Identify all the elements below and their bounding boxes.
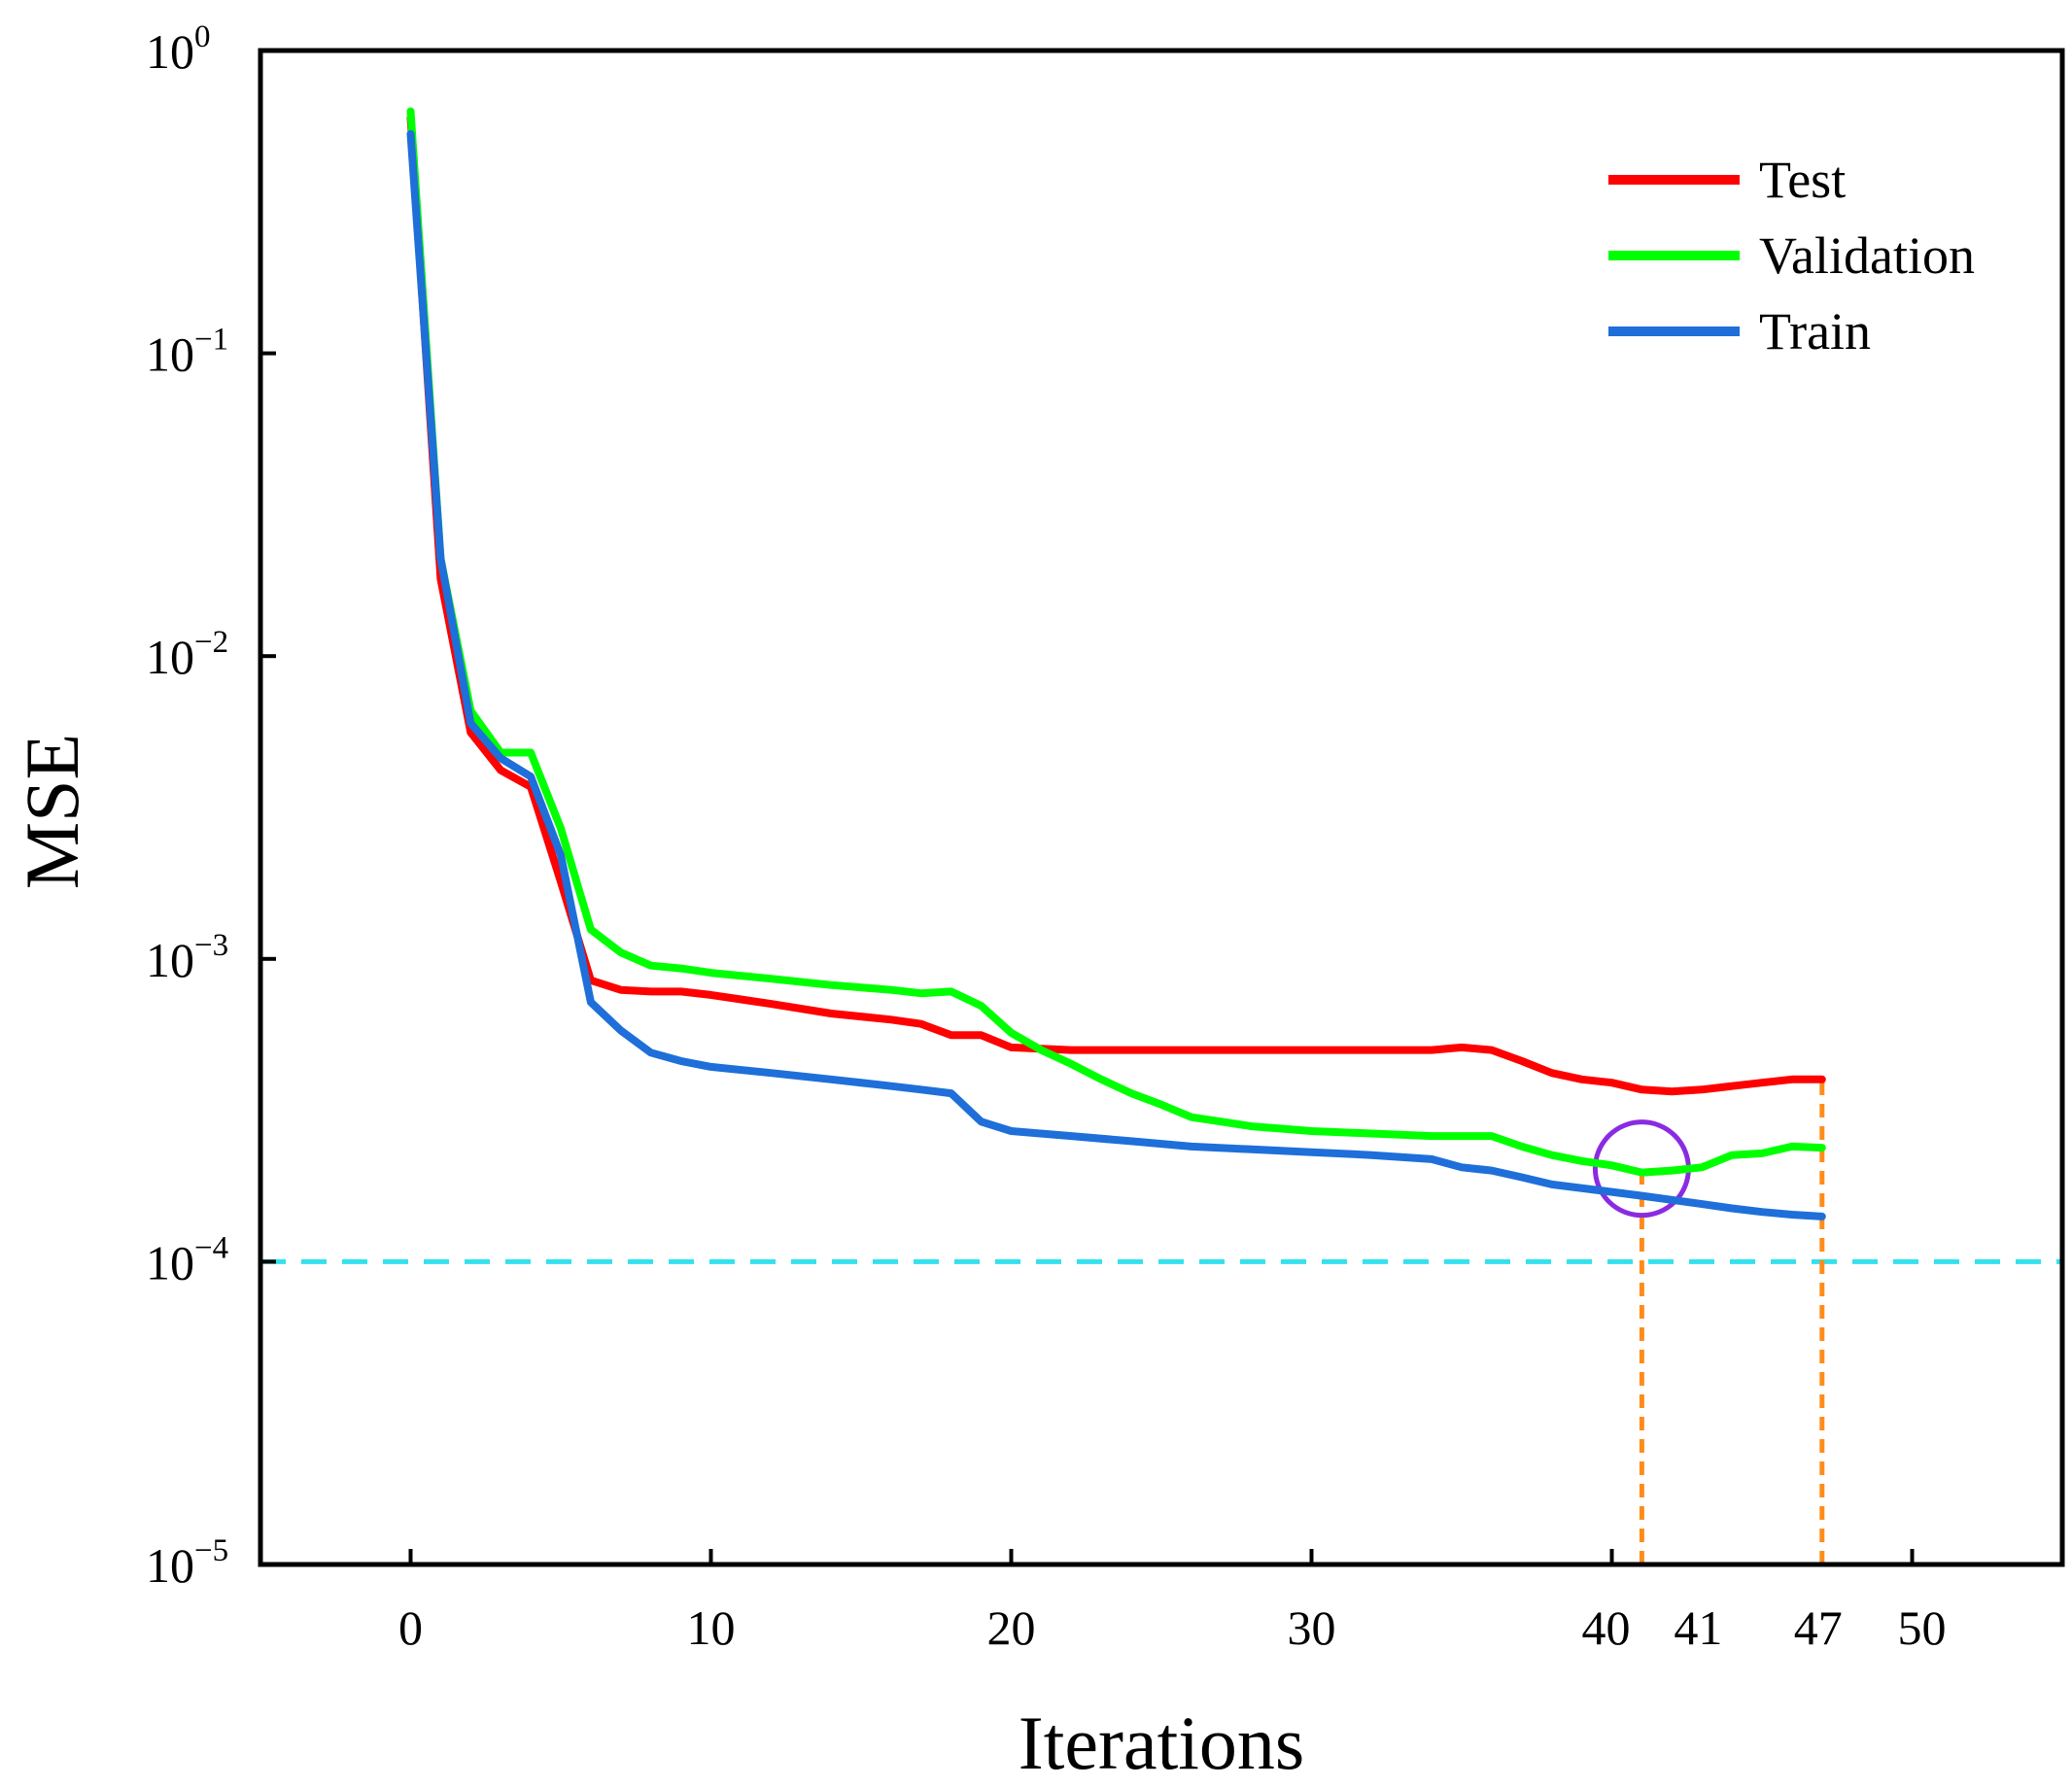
y-tick-label: 10−2 [146, 625, 228, 684]
x-tick-label: 40 [1582, 1600, 1631, 1655]
x-tick-label: 50 [1898, 1600, 1947, 1655]
series-line-validation [406, 107, 1826, 1177]
legend-label-train: Train [1759, 302, 1871, 361]
series-lines [406, 107, 1826, 1220]
x-axis-title: Iterations [1019, 1701, 1305, 1785]
series-line-train [406, 129, 1826, 1220]
legend: Test Validation Train [1608, 151, 1975, 361]
legend-label-validation: Validation [1759, 226, 1975, 285]
series-line-test [406, 114, 1826, 1096]
legend-label-test: Test [1759, 151, 1846, 209]
x-tick-label: 0 [398, 1600, 423, 1655]
x-tick-label: 41 [1674, 1600, 1722, 1655]
y-tick-label: 10−3 [146, 928, 228, 987]
y-tick-label: 10−4 [146, 1230, 228, 1289]
y-tick-label: 10−5 [146, 1533, 228, 1593]
plot-frame [258, 48, 2065, 1567]
x-tick-label: 47 [1794, 1600, 1843, 1655]
x-tick-label: 30 [1288, 1600, 1336, 1655]
x-tick-label: 20 [987, 1600, 1036, 1655]
y-tick-label: 100 [146, 19, 211, 79]
y-tick-label: 10−1 [146, 323, 228, 382]
axis-ticks: 0 10 20 30 40 41 47 50 100 10−1 10−2 10−3 10−4 10−5 [146, 19, 1947, 1655]
x-tick-label: 10 [687, 1600, 736, 1655]
y-axis-title: MSE [10, 734, 94, 889]
